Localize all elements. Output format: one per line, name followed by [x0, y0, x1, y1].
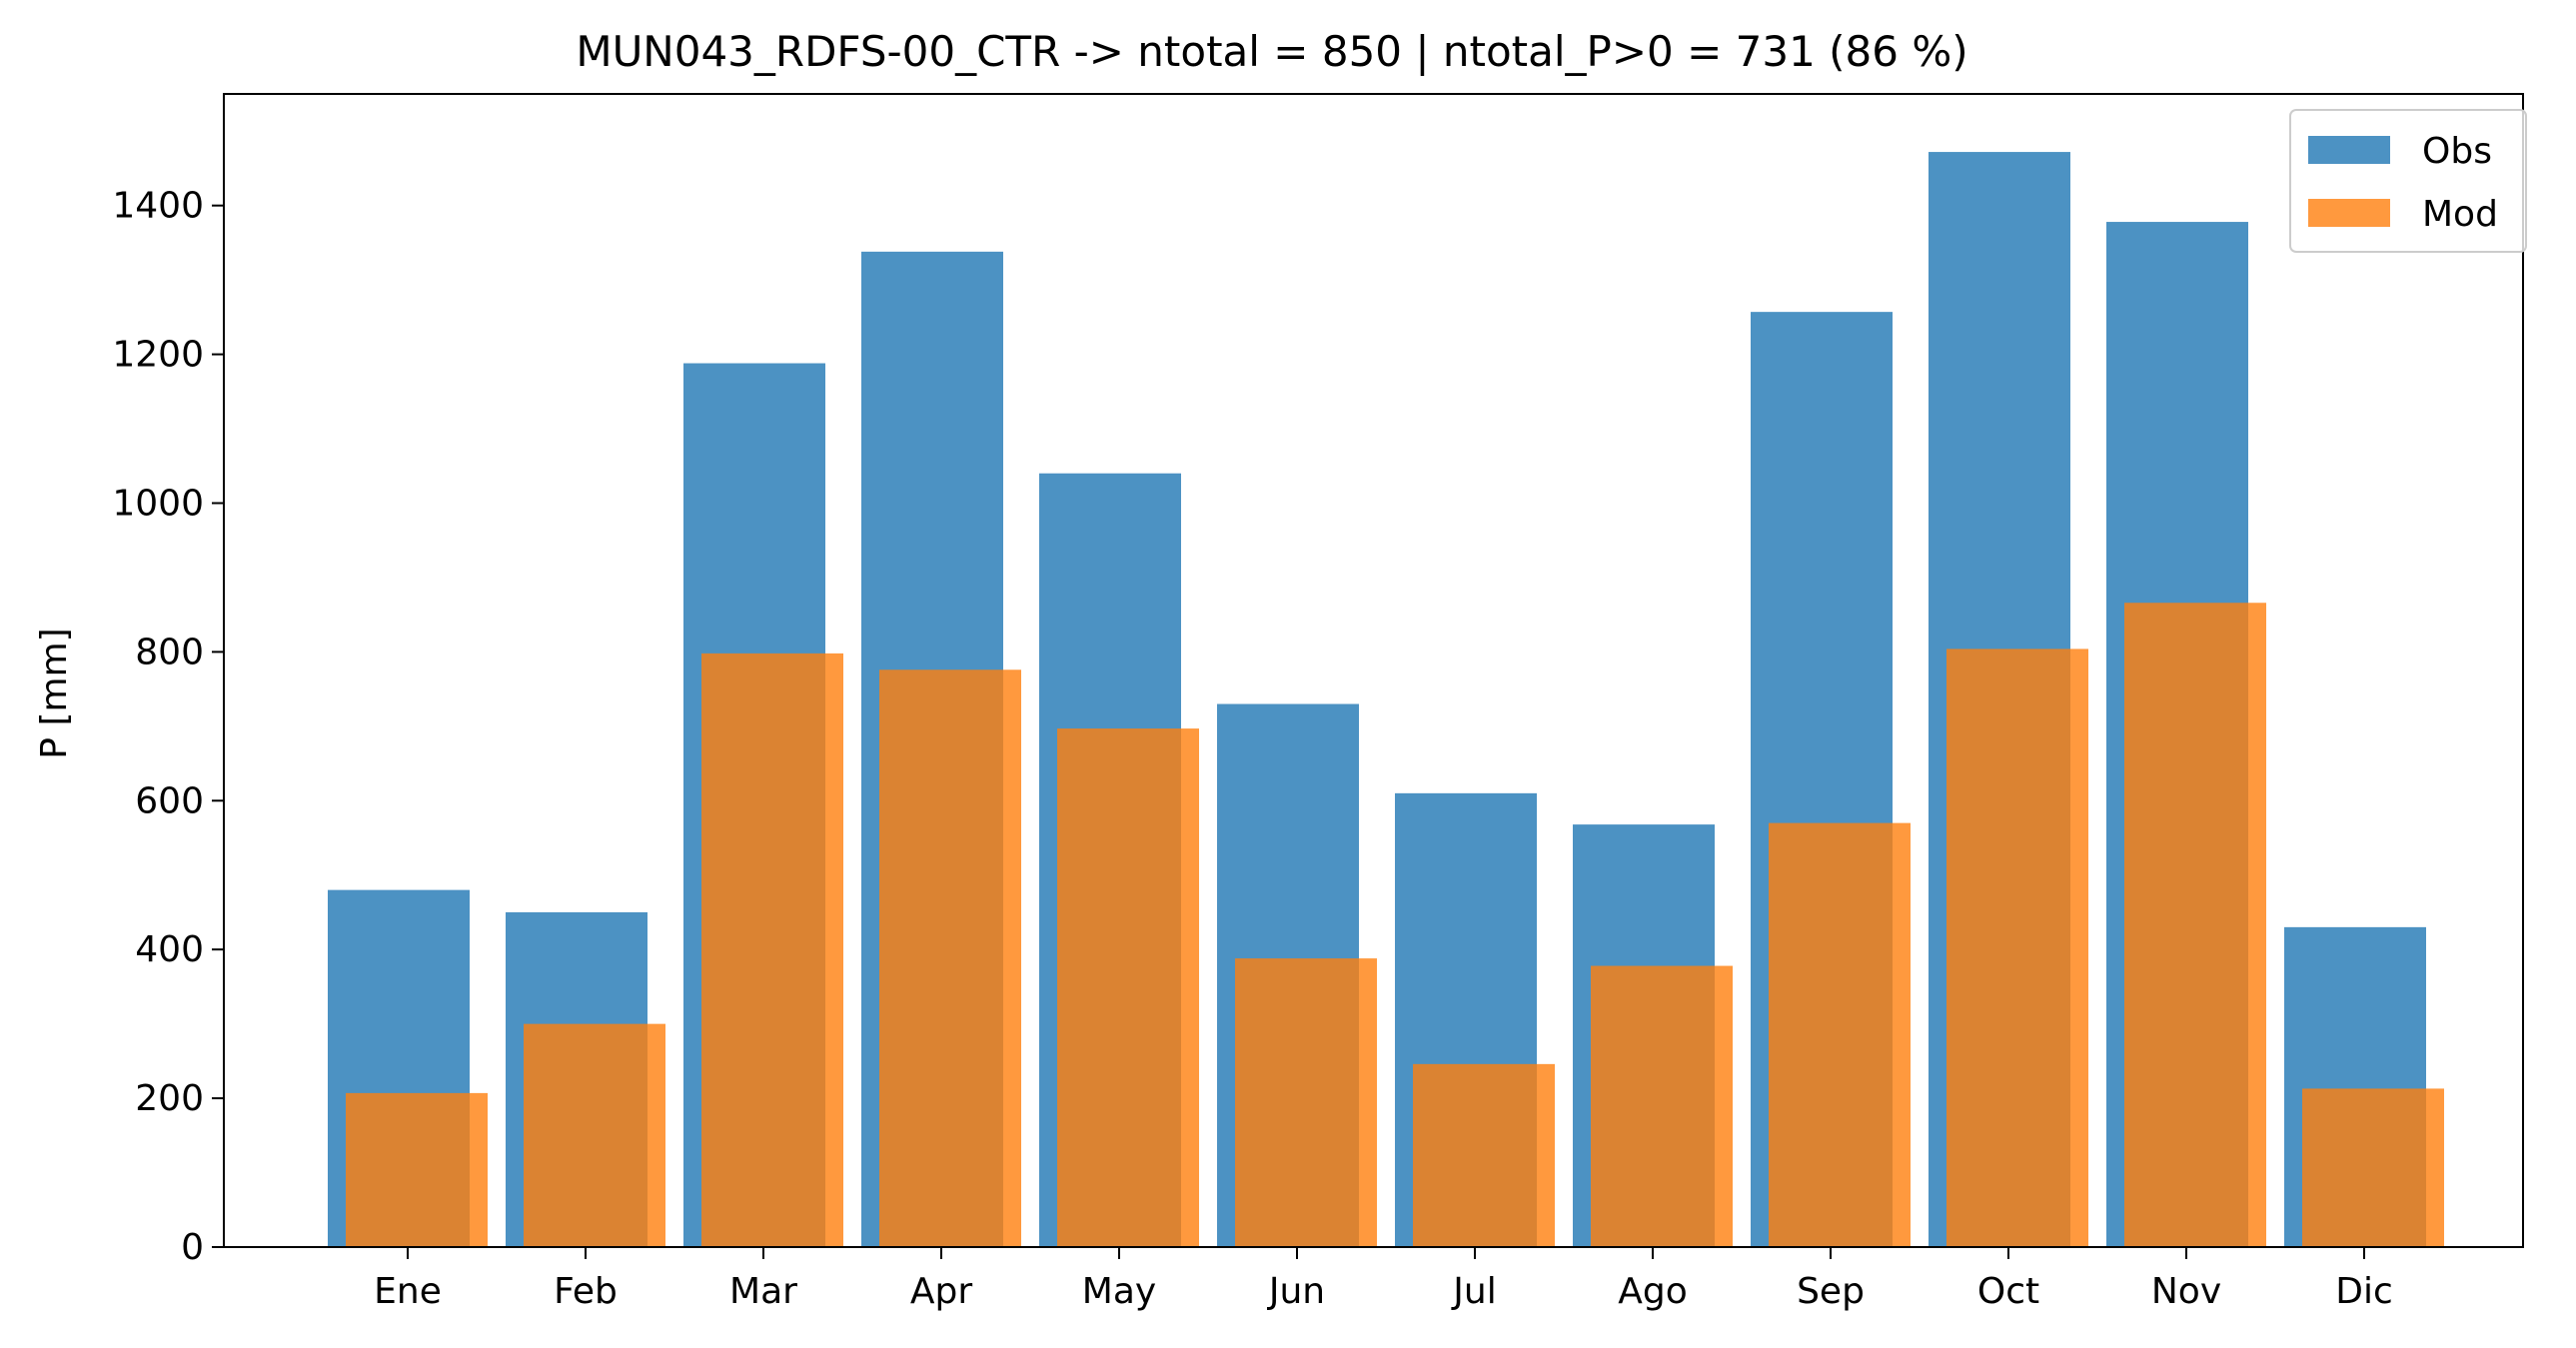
bar-mod-ene: [346, 1092, 488, 1247]
bar-mod-dic: [2302, 1088, 2444, 1247]
x-tick-label: Ene: [374, 1271, 442, 1312]
y-tick-label: 600: [135, 780, 204, 821]
bar-mod-sep: [1769, 822, 1911, 1247]
x-tick-label: Mar: [729, 1271, 797, 1312]
y-tick-label: 0: [181, 1227, 204, 1268]
bar-mod-mar: [701, 653, 843, 1247]
x-axis-ticks: Ene Feb Mar Apr May Jun Jul Ago Sep Oct Nov Dic: [374, 1247, 2393, 1312]
y-tick-label: 1000: [112, 483, 204, 524]
bar-mod-oct: [1946, 649, 2088, 1247]
legend-label-obs: Obs: [2422, 131, 2492, 172]
bar-mod-ago: [1591, 965, 1733, 1247]
y-tick-label: 200: [135, 1078, 204, 1119]
legend-label-mod: Mod: [2422, 194, 2498, 235]
y-tick-label: 1400: [112, 186, 204, 227]
bar-mod-jul: [1413, 1063, 1555, 1247]
legend: Obs Mod: [2289, 109, 2527, 253]
legend-swatch-mod: [2308, 199, 2390, 227]
bar-mod-may: [1057, 728, 1199, 1247]
x-tick-label: Dic: [2335, 1271, 2393, 1312]
y-tick-label: 400: [135, 929, 204, 970]
x-tick-label: Jun: [1267, 1271, 1325, 1312]
legend-swatch-obs: [2308, 136, 2390, 164]
bar-mod-apr: [879, 670, 1021, 1247]
x-tick-label: Nov: [2151, 1271, 2221, 1312]
chart-title: MUN043_RDFS-00_CTR -> ntotal = 850 | nto…: [576, 27, 1967, 76]
y-tick-label: 800: [135, 632, 204, 673]
bar-mod-nov: [2124, 603, 2266, 1247]
bar-mod-feb: [524, 1023, 665, 1247]
x-tick-label: Ago: [1618, 1271, 1688, 1312]
bars-group: [328, 152, 2444, 1248]
x-tick-label: Sep: [1797, 1271, 1865, 1312]
x-tick-label: Apr: [910, 1271, 972, 1312]
x-tick-label: Oct: [1977, 1271, 2039, 1312]
y-axis-ticks: 0 200 400 600 800 1000 1200 1400: [112, 186, 224, 1268]
y-axis-label: P [mm]: [34, 628, 75, 758]
x-tick-label: May: [1082, 1271, 1156, 1312]
x-tick-label: Jul: [1451, 1271, 1496, 1312]
y-tick-label: 1200: [112, 335, 204, 376]
plot-frame: [223, 93, 2524, 1248]
bar-mod-jun: [1235, 958, 1377, 1247]
x-tick-label: Feb: [554, 1271, 618, 1312]
